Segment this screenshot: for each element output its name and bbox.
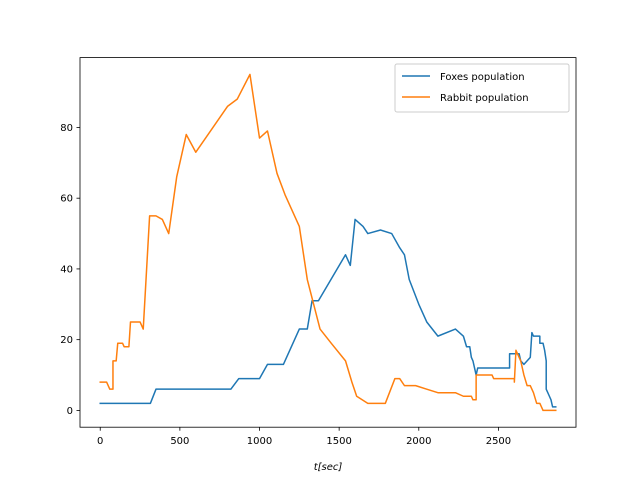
x-tick-label: 0 (97, 436, 103, 447)
x-tick-label: 2500 (486, 436, 511, 447)
series-line-foxes (99, 218, 557, 408)
plot-frame (79, 57, 577, 428)
y-tick-label: 80 (60, 123, 73, 134)
x-tick-label: 1000 (247, 436, 272, 447)
x-tick-label: 500 (170, 436, 189, 447)
y-tick-label: 60 (60, 194, 73, 205)
x-tick-label: 2000 (406, 436, 431, 447)
y-tick-label: 0 (67, 406, 73, 417)
ticks-layer: 0 500 1000 1500 2000 2500 0 20 40 60 80 (60, 123, 511, 447)
legend-label-foxes: Foxes population (440, 72, 525, 83)
x-tick-label: 1500 (326, 436, 351, 447)
y-tick-label: 20 (60, 335, 73, 346)
legend-label-rabbit: Rabbit population (440, 93, 529, 104)
series-layer (99, 73, 557, 412)
series-line-rabbit (99, 73, 557, 412)
x-axis-label: t[sec] (314, 462, 343, 473)
legend: Foxes population Rabbit population (394, 63, 570, 113)
y-tick-label: 40 (60, 264, 73, 275)
legend-box (394, 63, 570, 113)
